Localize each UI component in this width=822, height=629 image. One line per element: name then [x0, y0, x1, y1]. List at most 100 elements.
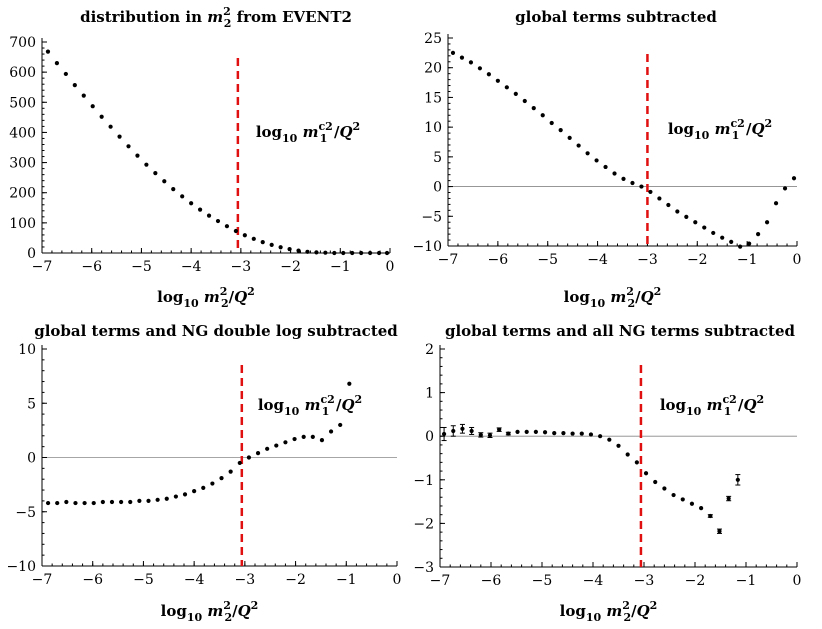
data-point	[621, 176, 626, 181]
data-point	[451, 428, 456, 434]
y-tick-label: 2	[425, 342, 434, 358]
data-point	[689, 501, 695, 506]
data-point	[533, 429, 538, 434]
x-axis-label: log10 m2 2/Q2	[161, 599, 259, 624]
data-point	[100, 499, 105, 505]
data-point	[612, 171, 617, 176]
data-point	[137, 498, 142, 503]
data-point	[585, 151, 590, 156]
data-point	[639, 184, 644, 189]
panel-event2-distribution: −7 −6 −5 −4 −3 −2 −1 0 0 100 200 300 400 500 600 700 dis…	[9, 5, 394, 310]
data-point	[711, 230, 716, 236]
x-tick-label: −6	[82, 572, 103, 588]
data-point	[531, 106, 536, 111]
data-point	[726, 496, 731, 501]
data-point	[314, 250, 319, 255]
y-tick-label: 1	[425, 386, 434, 402]
data-point	[630, 180, 635, 186]
data-point	[657, 196, 662, 201]
data-point	[524, 429, 529, 434]
y-tick-label: 25	[424, 31, 442, 47]
data-point	[81, 93, 86, 98]
data-point	[376, 250, 382, 256]
data-point	[552, 431, 557, 436]
x-tick-label: −6	[481, 573, 502, 589]
data-point	[567, 135, 572, 140]
x-tick-label: −4	[184, 572, 205, 588]
x-tick-label: 0	[393, 572, 402, 588]
y-tick-label: 15	[424, 90, 442, 106]
data-point	[82, 500, 87, 506]
x-tick-label: −6	[81, 259, 102, 275]
data-point	[146, 498, 151, 503]
x-tick-label: −3	[634, 573, 655, 589]
data-point	[441, 431, 447, 437]
data-point	[561, 431, 566, 436]
data-point	[735, 477, 740, 482]
data-point	[616, 443, 621, 448]
data-point	[570, 431, 575, 436]
data-point	[192, 489, 197, 494]
data-point	[210, 481, 215, 486]
y-tick-label: −5	[421, 209, 442, 225]
data-point	[368, 250, 373, 256]
data-point	[117, 134, 122, 139]
data-point	[180, 194, 185, 199]
data-point	[666, 202, 671, 208]
y-tick-label: 400	[9, 125, 36, 141]
data-point	[301, 434, 306, 439]
data-point	[328, 429, 334, 434]
data-point	[773, 201, 779, 206]
data-point	[506, 431, 511, 436]
x-axis-label: log10 m2 2/Q2	[564, 285, 662, 310]
data-point	[708, 513, 713, 519]
data-point	[384, 250, 390, 256]
x-tick-label: −3	[231, 259, 252, 275]
x-tick-label: −5	[133, 572, 154, 588]
x-tick-label: −1	[336, 572, 357, 588]
data-point	[598, 434, 603, 439]
data-point	[278, 245, 283, 250]
data-point	[135, 153, 140, 158]
data-point	[662, 486, 667, 491]
data-point	[460, 426, 465, 431]
data-point	[486, 72, 491, 77]
x-tick-label: −7	[438, 252, 459, 268]
data-point	[283, 440, 288, 445]
data-point	[702, 225, 707, 230]
data-point	[55, 500, 60, 506]
data-point	[671, 492, 676, 498]
data-point	[549, 120, 554, 126]
data-point	[513, 91, 518, 96]
data-point	[45, 500, 51, 506]
x-tick-label: −2	[280, 259, 301, 275]
data-point	[91, 500, 96, 506]
x-tick-label: −2	[285, 572, 306, 588]
data-point	[219, 476, 224, 481]
chart-title: global terms and all NG terms subtracted	[445, 322, 796, 340]
data-point	[607, 437, 612, 442]
y-tick-label: 0	[27, 246, 36, 262]
data-point	[215, 218, 221, 224]
data-point	[182, 492, 188, 497]
data-point	[576, 143, 581, 148]
data-point	[558, 128, 563, 133]
y-tick-label: 500	[9, 95, 36, 111]
data-point	[504, 85, 509, 90]
y-tick-label: 300	[9, 156, 36, 172]
data-point	[246, 455, 252, 460]
data-point	[310, 434, 315, 439]
y-tick-label: 100	[9, 216, 36, 232]
x-tick-label: −4	[181, 259, 202, 275]
y-tick-label: 0	[27, 451, 36, 467]
data-point	[237, 460, 242, 466]
x-tick-label: −4	[583, 573, 604, 589]
data-point	[155, 497, 160, 502]
data-point	[684, 214, 689, 219]
y-tick-label: 20	[424, 61, 442, 77]
y-tick-label: 200	[9, 186, 36, 202]
data-point	[287, 246, 292, 252]
data-point	[274, 443, 279, 448]
data-point	[197, 207, 203, 212]
